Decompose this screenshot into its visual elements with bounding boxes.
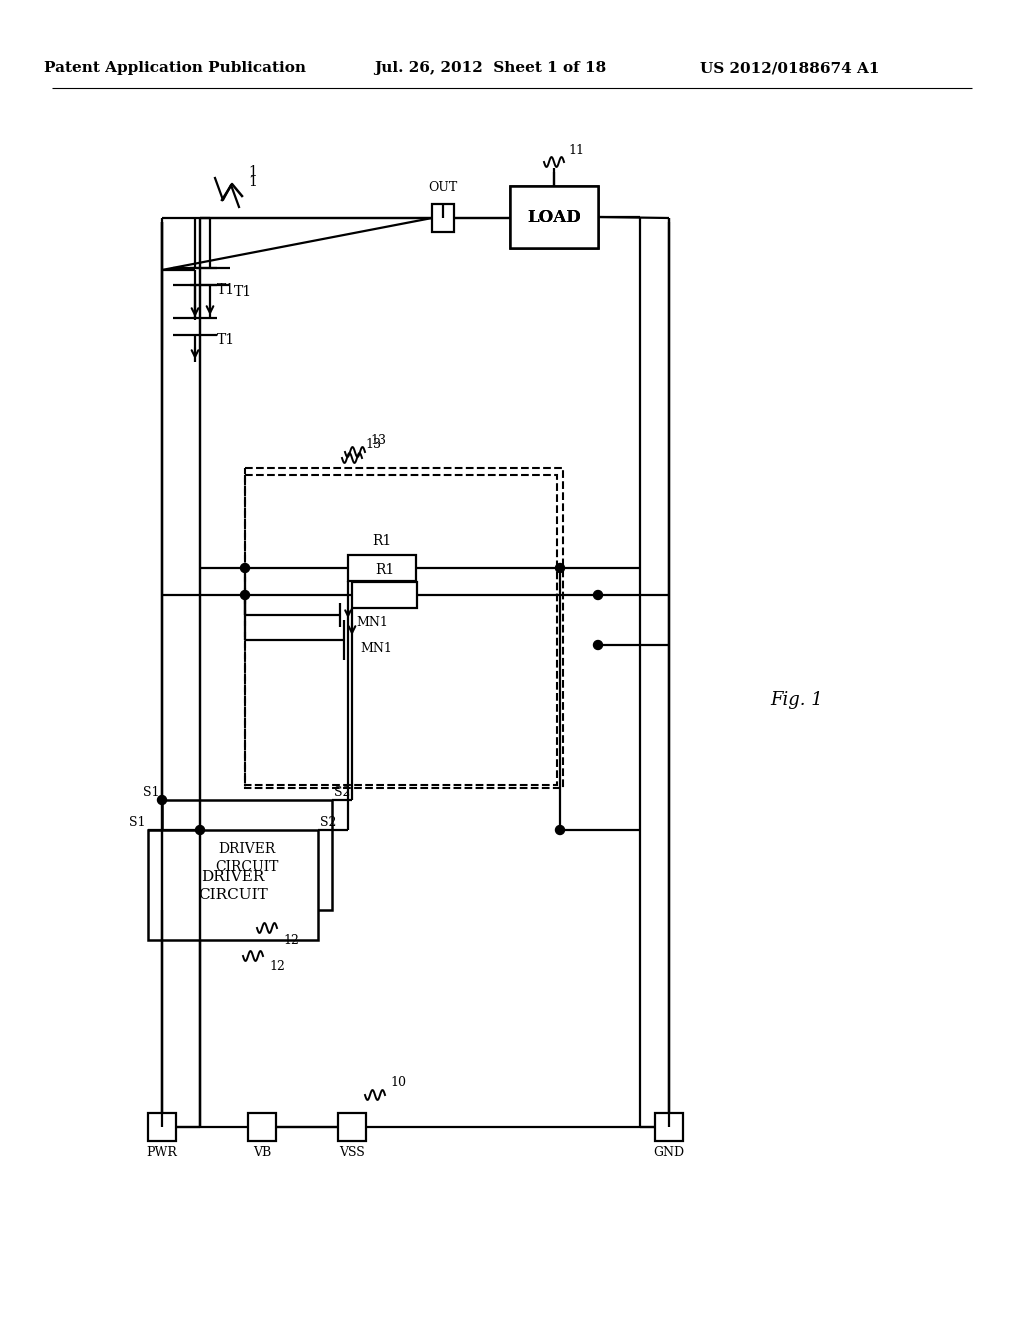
Circle shape: [196, 825, 205, 834]
Text: 12: 12: [269, 960, 285, 973]
Circle shape: [241, 564, 250, 573]
Text: S2: S2: [319, 816, 336, 829]
Text: Patent Application Publication: Patent Application Publication: [44, 61, 306, 75]
Text: R1: R1: [375, 564, 394, 577]
Text: Jul. 26, 2012  Sheet 1 of 18: Jul. 26, 2012 Sheet 1 of 18: [374, 61, 606, 75]
Bar: [248, 1113, 276, 1140]
Text: R1: R1: [373, 535, 391, 548]
Circle shape: [594, 590, 602, 599]
Bar: [148, 1113, 176, 1140]
Text: 1: 1: [248, 165, 257, 180]
Text: GND: GND: [653, 1147, 685, 1159]
Text: VB: VB: [253, 1147, 271, 1159]
Text: VSS: VSS: [339, 1147, 365, 1159]
Bar: [148, 830, 318, 940]
Bar: [245, 469, 563, 788]
Text: 13: 13: [370, 433, 386, 446]
Text: MN1: MN1: [356, 616, 388, 630]
Text: 1: 1: [248, 176, 257, 189]
Text: DRIVER: DRIVER: [218, 842, 275, 855]
Circle shape: [555, 825, 564, 834]
Text: Fig. 1: Fig. 1: [770, 690, 822, 709]
Text: LOAD: LOAD: [527, 209, 581, 226]
Bar: [352, 582, 417, 609]
Bar: [162, 800, 332, 909]
Circle shape: [594, 640, 602, 649]
Bar: [348, 554, 416, 581]
Text: 12: 12: [283, 933, 299, 946]
Text: MN1: MN1: [360, 642, 392, 655]
Text: S1: S1: [143, 785, 160, 799]
Bar: [245, 475, 557, 785]
Bar: [432, 205, 454, 232]
Text: DRIVER: DRIVER: [202, 870, 264, 884]
Bar: [655, 1113, 683, 1140]
Text: PWR: PWR: [146, 1147, 177, 1159]
Text: T1: T1: [234, 285, 252, 300]
Text: T1: T1: [217, 282, 236, 297]
Text: LOAD: LOAD: [527, 209, 581, 226]
Text: 11: 11: [568, 144, 584, 157]
Bar: [338, 1113, 366, 1140]
Text: OUT: OUT: [428, 181, 458, 194]
Text: 10: 10: [390, 1076, 406, 1089]
Text: 13: 13: [365, 438, 381, 451]
Text: US 2012/0188674 A1: US 2012/0188674 A1: [700, 61, 880, 75]
Text: S2: S2: [334, 785, 350, 799]
Bar: [510, 186, 598, 248]
Text: CIRCUIT: CIRCUIT: [215, 861, 279, 874]
Text: S1: S1: [129, 816, 146, 829]
Circle shape: [158, 796, 167, 804]
Bar: [510, 186, 598, 248]
Text: T1: T1: [217, 333, 236, 347]
Text: CIRCUIT: CIRCUIT: [198, 888, 268, 902]
Circle shape: [241, 590, 250, 599]
Circle shape: [555, 564, 564, 573]
